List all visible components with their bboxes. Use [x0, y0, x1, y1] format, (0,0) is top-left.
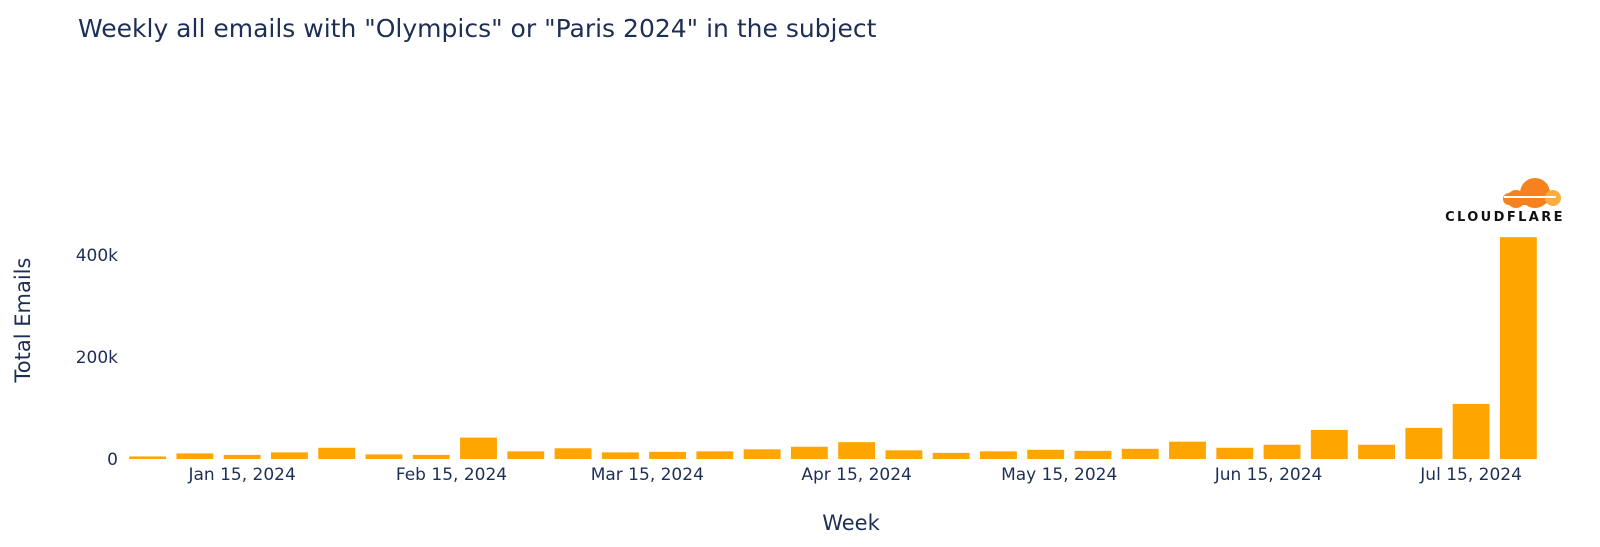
bar-2024-07-22 [1499, 237, 1537, 459]
x-ticks-group: Jan 15, 2024 Feb 15, 2024 Mar 15, 2024 Apr … [188, 465, 1522, 485]
x-tick-label: Feb 15, 2024 [396, 465, 507, 485]
y-tick-label: 400k [76, 246, 118, 266]
bar-2024-03-04 [554, 448, 592, 459]
bar-2024-05-13 [1027, 449, 1065, 459]
bar-2024-01-15 [223, 454, 261, 459]
x-tick-label: Jun 15, 2024 [1214, 465, 1323, 485]
bar-2024-01-01 [129, 456, 167, 459]
y-tick-label: 0 [107, 450, 118, 470]
bars-group [129, 237, 1537, 459]
bar-2024-02-19 [460, 437, 497, 459]
bar-2024-07-01 [1358, 444, 1395, 459]
bar-2024-02-26 [507, 451, 545, 459]
bar-2024-06-03 [1169, 441, 1206, 459]
x-tick-label: Jan 15, 2024 [188, 465, 296, 485]
bar-2024-06-24 [1310, 429, 1348, 459]
bar-2024-07-08 [1405, 427, 1443, 459]
bar-2024-04-15 [838, 442, 876, 459]
bar-2024-07-15 [1452, 403, 1490, 459]
bar-2024-05-20 [1074, 450, 1112, 459]
bar-2024-04-22 [885, 450, 923, 459]
cloud-base [1503, 193, 1548, 205]
bar-2024-04-29 [932, 452, 970, 459]
x-tick-label: May 15, 2024 [1001, 465, 1117, 485]
bar-2024-03-18 [649, 451, 686, 459]
x-axis-title: Week [822, 511, 880, 535]
bar-2024-01-22 [271, 452, 308, 459]
logo-text: CLOUDFLARE [1445, 210, 1565, 225]
cloud-icon [1503, 178, 1561, 208]
bar-2024-01-29 [318, 447, 356, 459]
x-tick-label: Jul 15, 2024 [1419, 465, 1522, 485]
bar-2024-05-06 [980, 451, 1017, 459]
bar-2024-04-08 [790, 446, 828, 459]
cloudflare-logo: CLOUDFLARE [1445, 178, 1565, 225]
bar-2024-03-11 [601, 452, 639, 459]
bar-2024-03-25 [696, 451, 734, 459]
bar-2024-06-10 [1216, 447, 1254, 459]
bar-2024-05-27 [1121, 448, 1159, 459]
cloud-stripe [1504, 196, 1556, 198]
y-tick-label: 200k [76, 348, 118, 368]
bar-2024-04-01 [743, 449, 781, 459]
y-ticks-group: 0 200k 400k [76, 246, 118, 470]
chart-title: Weekly all emails with "Olympics" or "Pa… [78, 14, 877, 43]
bar-2024-02-05 [365, 454, 403, 459]
bar-2024-02-12 [412, 454, 450, 459]
x-tick-label: Mar 15, 2024 [591, 465, 704, 485]
x-tick-label: Apr 15, 2024 [801, 465, 912, 485]
bar-2024-01-08 [176, 453, 214, 459]
y-axis-title: Total Emails [11, 258, 35, 384]
bar-2024-06-17 [1263, 444, 1301, 459]
